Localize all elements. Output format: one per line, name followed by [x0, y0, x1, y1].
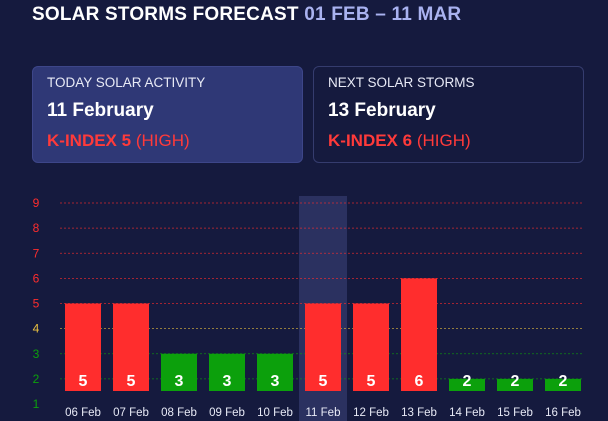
next-kindex-level: (HIGH) [416, 131, 471, 150]
bar-value-label: 3 [223, 373, 232, 390]
bar-13-feb [401, 278, 437, 391]
y-tick-label: 2 [33, 372, 40, 386]
title-text: SOLAR STORMS FORECAST [32, 4, 299, 25]
x-tick-label: 11 Feb [306, 407, 341, 419]
x-tick-label: 16 Feb [545, 407, 581, 419]
page-title: SOLAR STORMS FORECAST 01 FEB – 11 MAR [32, 4, 461, 26]
bar-value-label: 3 [271, 373, 280, 390]
today-kindex-level: (HIGH) [135, 131, 190, 150]
today-activity-card[interactable]: TODAY SOLAR ACTIVITY 11 February K-INDEX… [32, 66, 303, 163]
date-range: 01 FEB – 11 MAR [304, 4, 462, 25]
bar-09-feb [209, 353, 245, 391]
y-tick-label: 6 [33, 271, 40, 285]
bar-14-feb [449, 378, 485, 391]
x-tick-label: 08 Feb [161, 407, 197, 419]
today-card-date: 11 February [47, 100, 154, 121]
bar-07-feb [113, 303, 149, 391]
bar-15-feb [497, 378, 533, 391]
y-tick-label: 3 [33, 347, 40, 361]
x-tick-label: 10 Feb [257, 407, 293, 419]
x-tick-label: 09 Feb [209, 407, 245, 419]
x-tick-label: 14 Feb [449, 407, 485, 419]
next-card-date: 13 February [328, 100, 436, 121]
bar-08-feb [161, 353, 197, 391]
y-tick-label: 4 [33, 322, 40, 336]
y-tick-label: 1 [33, 397, 40, 411]
next-storms-card[interactable]: NEXT SOLAR STORMS 13 February K-INDEX 6 … [313, 66, 584, 163]
next-kindex-value: K-INDEX 6 [328, 131, 413, 150]
y-tick-label: 8 [33, 221, 40, 235]
bar-12-feb [353, 303, 389, 391]
next-card-label: NEXT SOLAR STORMS [328, 75, 475, 90]
bar-11-feb [305, 303, 341, 391]
bar-value-label: 5 [127, 373, 136, 390]
y-tick-label: 7 [33, 246, 40, 260]
x-tick-label: 15 Feb [497, 407, 533, 419]
bar-value-label: 2 [511, 373, 520, 390]
x-tick-label: 06 Feb [65, 407, 101, 419]
y-tick-label: 5 [33, 297, 40, 311]
y-tick-label: 9 [33, 196, 40, 210]
today-card-kindex: K-INDEX 5 (HIGH) [47, 131, 288, 151]
today-kindex-value: K-INDEX 5 [47, 131, 132, 150]
bar-value-label: 5 [367, 373, 376, 390]
today-card-label: TODAY SOLAR ACTIVITY [47, 75, 206, 90]
bar-value-label: 6 [415, 373, 424, 390]
bar-10-feb [257, 353, 293, 391]
bar-value-label: 5 [79, 373, 88, 390]
bar-value-label: 2 [463, 373, 472, 390]
bar-value-label: 3 [175, 373, 184, 390]
x-tick-label: 12 Feb [353, 407, 389, 419]
bar-16-feb [545, 378, 581, 391]
x-tick-label: 07 Feb [113, 407, 149, 419]
next-card-kindex: K-INDEX 6 (HIGH) [328, 131, 569, 151]
x-tick-label: 13 Feb [401, 407, 437, 419]
bar-value-label: 5 [319, 373, 328, 390]
bar-06-feb [65, 303, 101, 391]
bar-value-label: 2 [559, 373, 568, 390]
